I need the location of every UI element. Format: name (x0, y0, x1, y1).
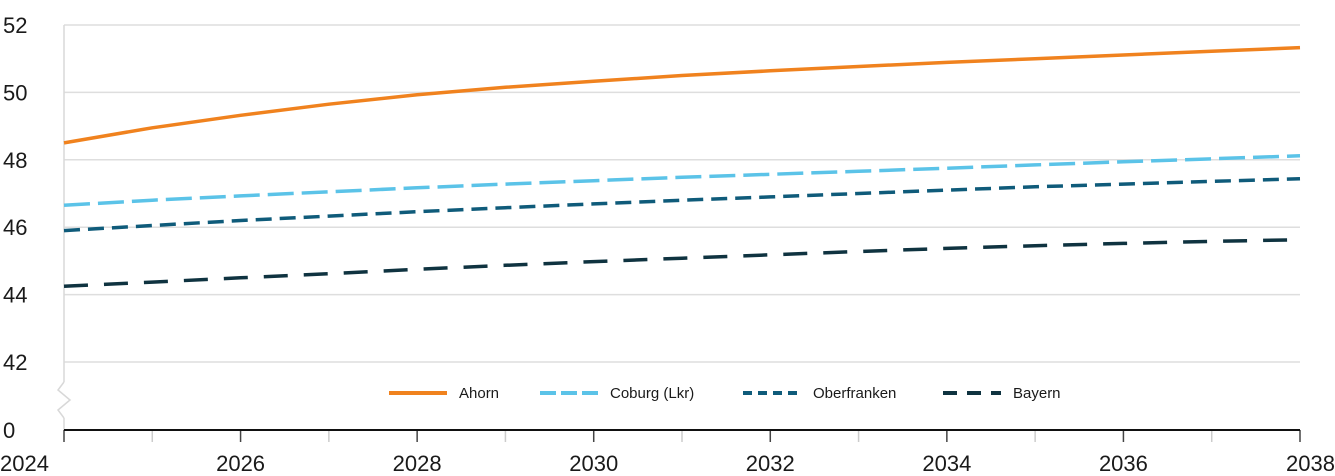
series-line-coburg-lkr (63, 154, 1301, 208)
y-tick-labels: 0 42 44 46 48 50 52 (3, 13, 27, 443)
y-tick-label: 44 (3, 283, 27, 308)
x-tick-label: 2024 (0, 451, 49, 476)
x-tick-label: 2032 (746, 451, 795, 476)
y-tick-label: 0 (3, 418, 15, 443)
y-tick-label: 52 (3, 13, 27, 38)
legend-item: Oberfranken (743, 385, 896, 402)
x-axis-ticks (63, 430, 1301, 442)
y-tick-label: 42 (3, 350, 27, 375)
legend-item: Coburg (Lkr) (540, 385, 694, 402)
legend-item: Ahorn (389, 385, 499, 402)
x-tick-label: 2036 (1099, 451, 1148, 476)
series-line-ahorn (63, 45, 1301, 145)
legend-label: Bayern (1013, 385, 1061, 402)
legend: Ahorn Coburg (Lkr) Oberfranken Bayern (389, 385, 1061, 402)
legend-item: Bayern (943, 385, 1061, 402)
y-tick-label: 48 (3, 148, 27, 173)
y-tick-label: 50 (3, 80, 27, 105)
x-tick-label: 2038 (1286, 451, 1335, 476)
x-tick-label: 2028 (393, 451, 442, 476)
series-lines (63, 45, 1301, 288)
grid-lines (64, 24, 1300, 363)
legend-label: Oberfranken (813, 385, 896, 402)
series-line-bayern (63, 237, 1301, 288)
x-tick-label: 2034 (922, 451, 971, 476)
series-line-oberfranken (63, 176, 1301, 233)
legend-label: Coburg (Lkr) (610, 385, 694, 402)
x-tick-label: 2030 (569, 451, 618, 476)
y-axis-break (56, 381, 72, 419)
y-axis (56, 25, 72, 430)
x-tick-labels: 2024 2026 2028 2030 2032 2034 2036 2038 (0, 451, 1335, 476)
y-tick-label: 46 (3, 215, 27, 240)
x-tick-label: 2026 (216, 451, 265, 476)
legend-label: Ahorn (459, 385, 499, 402)
